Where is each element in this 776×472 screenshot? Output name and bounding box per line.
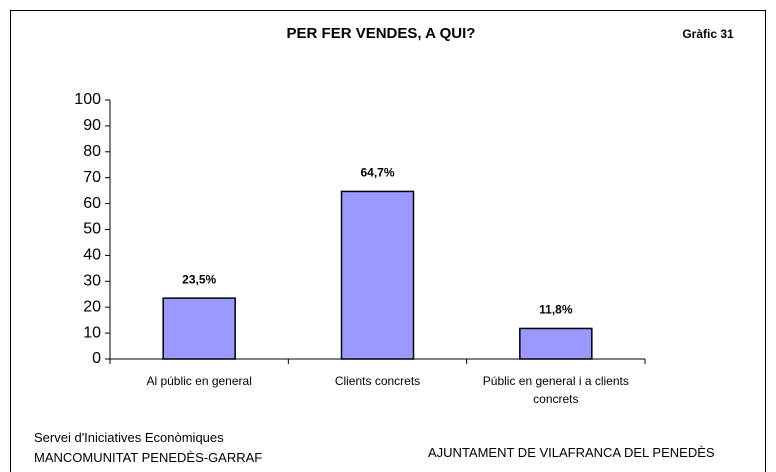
- chart-title: PER FER VENDES, A QUI?: [287, 25, 476, 42]
- bar: [340, 190, 415, 360]
- y-tick-label: 0: [92, 350, 101, 367]
- frame: [10, 10, 766, 472]
- footer-left: Servei d'Iniciatives Econòmiques: [34, 430, 224, 445]
- data-label: 11,8%: [539, 303, 573, 317]
- y-tick-label: 50: [83, 221, 101, 238]
- data-label: 64,7%: [360, 166, 394, 180]
- x-tick-label: Al públic en general: [146, 374, 252, 388]
- x-tick-label: Públic en general i a clients concrets: [482, 374, 629, 406]
- x-tick-label: Clients concrets: [334, 374, 421, 388]
- y-tick-label: 20: [83, 298, 101, 315]
- y-tick-label: 60: [83, 195, 101, 212]
- bar: [519, 327, 593, 360]
- y-tick-label: 90: [83, 117, 101, 134]
- y-tick-label: 40: [83, 247, 101, 264]
- bar: [162, 297, 236, 360]
- y-tick-label: 30: [83, 273, 101, 290]
- y-tick-label: 80: [83, 143, 101, 160]
- y-tick-label: 100: [74, 91, 101, 108]
- footer-left: MANCOMUNITAT PENEDÈS-GARRAF: [34, 450, 263, 465]
- y-tick-label: 10: [83, 324, 101, 341]
- chart-subtitle: Gràfic 31: [682, 27, 734, 41]
- y-tick-label: 70: [83, 169, 101, 186]
- data-label: 23,5%: [182, 272, 216, 286]
- footer-right: AJUNTAMENT DE VILAFRANCA DEL PENEDÈS: [428, 445, 715, 460]
